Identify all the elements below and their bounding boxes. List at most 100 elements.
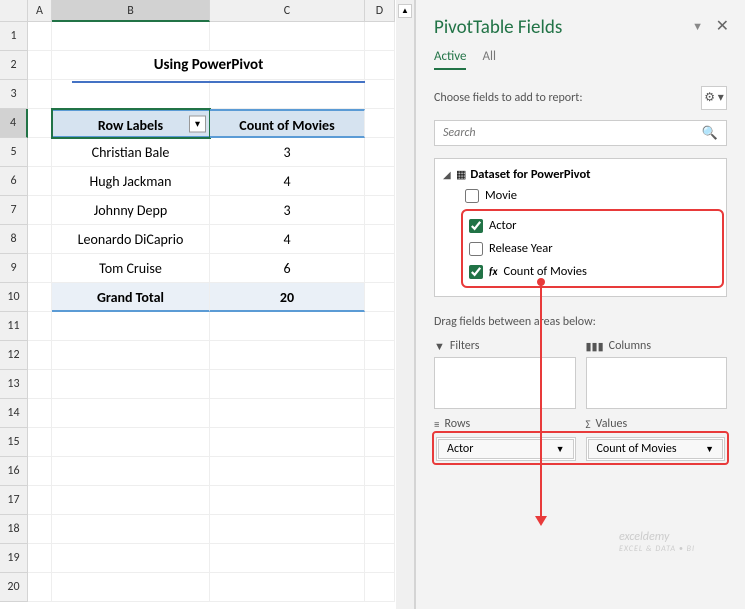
cell-d5[interactable] (365, 138, 395, 167)
row-labels-filter-button[interactable]: ▾ (189, 115, 206, 132)
column-header-a[interactable]: A (28, 0, 52, 22)
field-count-of-movies[interactable]: fx Count of Movies (467, 260, 718, 283)
row-header-2[interactable]: 2 (0, 51, 28, 80)
cell-d12[interactable] (365, 341, 395, 370)
cell-d20[interactable] (365, 573, 395, 602)
cell-a8[interactable] (28, 225, 52, 254)
cell-d18[interactable] (365, 515, 395, 544)
column-header-c[interactable]: C (210, 0, 365, 22)
cell-d11[interactable] (365, 312, 395, 341)
cell-d15[interactable] (365, 428, 395, 457)
select-all-corner[interactable] (0, 0, 28, 22)
field-movie[interactable]: Movie (463, 184, 722, 207)
cell-b17[interactable] (52, 486, 210, 515)
row-header-17[interactable]: 17 (0, 486, 28, 515)
cell-a3[interactable] (28, 80, 52, 109)
cell-d7[interactable] (365, 196, 395, 225)
cell-b7[interactable]: Johnny Depp (52, 196, 210, 225)
cell-c6[interactable]: 4 (210, 167, 365, 196)
cell-d6[interactable] (365, 167, 395, 196)
column-header-b[interactable]: B (52, 0, 210, 22)
cell-a17[interactable] (28, 486, 52, 515)
row-header-5[interactable]: 5 (0, 138, 28, 167)
cell-d8[interactable] (365, 225, 395, 254)
cell-b14[interactable] (52, 399, 210, 428)
pane-options-icon[interactable]: ▼ (692, 20, 703, 33)
rows-drop-area[interactable]: Actor ▼ (436, 437, 576, 461)
cell-b5[interactable]: Christian Bale (52, 138, 210, 167)
dropdown-icon[interactable]: ▼ (705, 444, 714, 455)
cell-c11[interactable] (210, 312, 365, 341)
cell-c4[interactable]: Count of Movies (210, 109, 365, 138)
cell-b4[interactable]: Row Labels▾ (52, 109, 210, 138)
cell-c5[interactable]: 3 (210, 138, 365, 167)
cell-b6[interactable]: Hugh Jackman (52, 167, 210, 196)
cell-d1[interactable] (365, 22, 395, 51)
cell-a14[interactable] (28, 399, 52, 428)
row-header-8[interactable]: 8 (0, 225, 28, 254)
cell-a7[interactable] (28, 196, 52, 225)
cell-b16[interactable] (52, 457, 210, 486)
cell-a12[interactable] (28, 341, 52, 370)
cell-a10[interactable] (28, 283, 52, 312)
cell-c15[interactable] (210, 428, 365, 457)
cell-b12[interactable] (52, 341, 210, 370)
cell-a6[interactable] (28, 167, 52, 196)
row-header-12[interactable]: 12 (0, 341, 28, 370)
cell-b9[interactable]: Tom Cruise (52, 254, 210, 283)
cell-a2[interactable] (28, 51, 52, 80)
cell-b15[interactable] (52, 428, 210, 457)
field-release-year[interactable]: Release Year (467, 237, 718, 260)
search-input[interactable] (443, 126, 702, 140)
cell-b2[interactable]: Using PowerPivot (52, 51, 210, 80)
row-header-13[interactable]: 13 (0, 370, 28, 399)
cell-d14[interactable] (365, 399, 395, 428)
values-drop-area[interactable]: Count of Movies ▼ (586, 437, 726, 461)
vertical-scrollbar[interactable]: ▲ (396, 0, 414, 609)
cell-c1[interactable] (210, 22, 365, 51)
cell-b11[interactable] (52, 312, 210, 341)
cell-b19[interactable] (52, 544, 210, 573)
row-header-7[interactable]: 7 (0, 196, 28, 225)
cell-b18[interactable] (52, 515, 210, 544)
cell-a20[interactable] (28, 573, 52, 602)
cell-a19[interactable] (28, 544, 52, 573)
row-header-18[interactable]: 18 (0, 515, 28, 544)
filters-drop-area[interactable] (434, 357, 576, 409)
cell-a1[interactable] (28, 22, 52, 51)
tab-all[interactable]: All (482, 49, 496, 70)
cell-a4[interactable] (28, 109, 52, 138)
cell-a15[interactable] (28, 428, 52, 457)
cell-c3[interactable] (210, 80, 365, 109)
field-count-checkbox[interactable] (469, 265, 483, 279)
cell-c17[interactable] (210, 486, 365, 515)
row-header-6[interactable]: 6 (0, 167, 28, 196)
collapse-icon[interactable]: ◢ (443, 168, 452, 181)
close-icon[interactable]: ✕ (716, 16, 729, 36)
cell-d4[interactable] (365, 109, 395, 138)
cell-c18[interactable] (210, 515, 365, 544)
cell-c16[interactable] (210, 457, 365, 486)
row-header-14[interactable]: 14 (0, 399, 28, 428)
cell-d13[interactable] (365, 370, 395, 399)
row-header-16[interactable]: 16 (0, 457, 28, 486)
cell-a18[interactable] (28, 515, 52, 544)
row-header-15[interactable]: 15 (0, 428, 28, 457)
gear-icon[interactable]: ⚙ ▾ (701, 86, 727, 110)
cell-d10[interactable] (365, 283, 395, 312)
search-input-container[interactable]: 🔍 (434, 120, 727, 146)
cell-b20[interactable] (52, 573, 210, 602)
cell-d3[interactable] (365, 80, 395, 109)
cell-d17[interactable] (365, 486, 395, 515)
cell-c20[interactable] (210, 573, 365, 602)
columns-drop-area[interactable] (586, 357, 728, 409)
row-header-9[interactable]: 9 (0, 254, 28, 283)
cell-b10[interactable]: Grand Total (52, 283, 210, 312)
scroll-up-button[interactable]: ▲ (398, 4, 412, 18)
row-header-20[interactable]: 20 (0, 573, 28, 602)
cell-c12[interactable] (210, 341, 365, 370)
row-header-11[interactable]: 11 (0, 312, 28, 341)
cell-d16[interactable] (365, 457, 395, 486)
field-actor[interactable]: Actor (467, 214, 718, 237)
row-header-10[interactable]: 10 (0, 283, 28, 312)
